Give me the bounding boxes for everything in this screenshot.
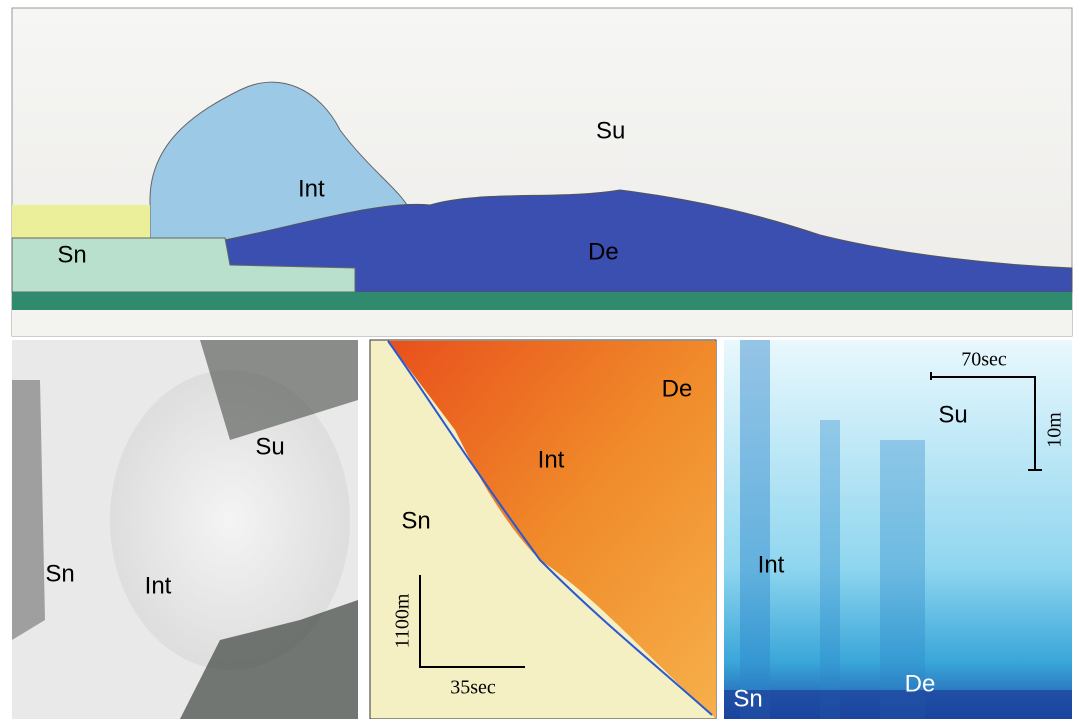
slope (12, 310, 1072, 336)
figure: Su Int De Sn Su Sn Int De Int Sn 1100m 3… (0, 0, 1076, 719)
label: Int (298, 175, 325, 202)
label: De (905, 670, 936, 697)
sketch-panel: Su Int De Sn (12, 8, 1072, 336)
label: Sn (401, 507, 430, 534)
signal-band (820, 420, 840, 719)
label: De (662, 375, 693, 402)
label: Int (538, 446, 565, 473)
label: Int (758, 551, 785, 578)
scale-label: 10m (1044, 412, 1066, 448)
label: Sn (45, 560, 74, 587)
scale-label: 70sec (961, 349, 1007, 371)
label: Su (596, 117, 625, 144)
spectrogram-panel: 70sec 10m Su Int De Sn (724, 340, 1072, 719)
scale-label: 35sec (450, 677, 496, 699)
label: Su (255, 433, 284, 460)
label: Su (938, 401, 967, 428)
label: Sn (57, 241, 86, 268)
dense-band (724, 690, 1072, 719)
yellow-snow (12, 205, 150, 238)
label: Sn (733, 685, 762, 712)
ground-layer (12, 292, 1072, 310)
scale-label: 1100m (392, 593, 414, 648)
radar-panel: De Int Sn 1100m 35sec (370, 340, 716, 719)
label: De (588, 238, 619, 265)
forest (12, 380, 45, 640)
signal-band (740, 340, 770, 719)
label: Int (145, 572, 172, 599)
photo-panel: Su Sn Int (12, 340, 358, 719)
